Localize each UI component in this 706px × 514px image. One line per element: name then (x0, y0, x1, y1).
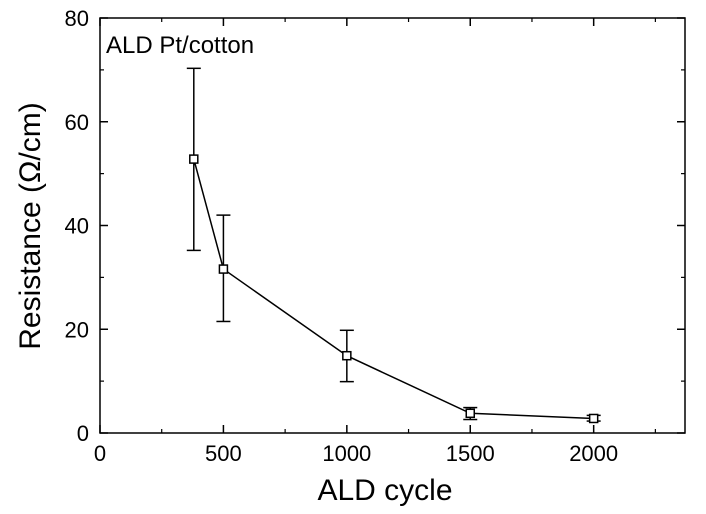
y-tick-labels: 0 20 40 60 80 (65, 6, 89, 446)
y-tick-label: 20 (65, 317, 89, 342)
x-tick-label: 0 (94, 441, 106, 466)
x-tick-labels: 0 500 1000 1500 2000 (94, 441, 618, 466)
data-point (466, 409, 474, 417)
data-point (343, 352, 351, 360)
data-point (219, 265, 227, 273)
series-line (194, 159, 594, 418)
x-tick-label: 2000 (569, 441, 618, 466)
y-tick-label: 80 (65, 6, 89, 31)
data-point (590, 414, 598, 422)
plot-frame (100, 18, 685, 433)
axis-ticks (100, 18, 685, 433)
chart-annotation: ALD Pt/cotton (106, 32, 254, 59)
x-tick-label: 1000 (322, 441, 371, 466)
x-axis-title: ALD cycle (317, 474, 452, 507)
y-tick-label: 60 (65, 110, 89, 135)
y-tick-label: 0 (77, 421, 89, 446)
y-tick-label: 40 (65, 214, 89, 239)
x-tick-label: 1500 (446, 441, 495, 466)
error-bars (187, 68, 601, 421)
x-tick-label: 500 (205, 441, 242, 466)
data-point (190, 155, 198, 163)
y-axis-title: Resistance (Ω/cm) (14, 102, 47, 349)
